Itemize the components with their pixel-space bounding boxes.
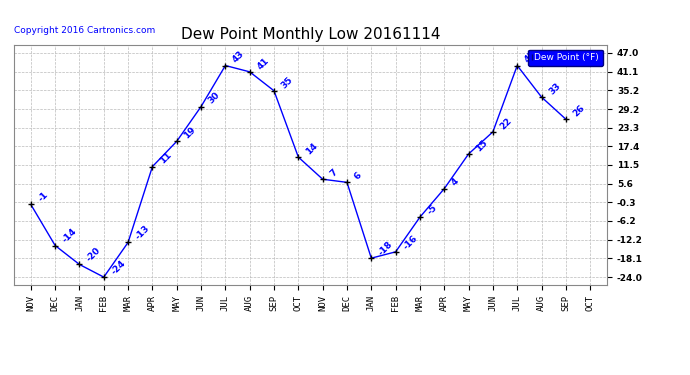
Text: 30: 30 bbox=[206, 91, 221, 106]
Text: 7: 7 bbox=[328, 168, 339, 178]
Text: -1: -1 bbox=[37, 190, 50, 204]
Text: -16: -16 bbox=[401, 233, 419, 251]
Text: 19: 19 bbox=[182, 125, 197, 141]
Text: -14: -14 bbox=[61, 227, 79, 245]
Text: 43: 43 bbox=[231, 50, 246, 65]
Text: 14: 14 bbox=[304, 141, 319, 156]
Text: 4: 4 bbox=[450, 177, 461, 188]
Title: Dew Point Monthly Low 20161114: Dew Point Monthly Low 20161114 bbox=[181, 27, 440, 42]
Text: 35: 35 bbox=[279, 75, 295, 90]
Text: 26: 26 bbox=[571, 103, 586, 118]
Text: 11: 11 bbox=[158, 151, 173, 166]
Text: 22: 22 bbox=[498, 116, 513, 131]
Text: 6: 6 bbox=[353, 171, 364, 182]
Text: 43: 43 bbox=[523, 50, 538, 65]
Text: -5: -5 bbox=[426, 203, 439, 216]
Legend: Dew Point (°F): Dew Point (°F) bbox=[528, 50, 602, 66]
Text: -20: -20 bbox=[85, 246, 103, 264]
Text: 15: 15 bbox=[474, 138, 489, 153]
Text: 33: 33 bbox=[547, 81, 562, 96]
Text: -13: -13 bbox=[134, 224, 152, 242]
Text: -24: -24 bbox=[109, 258, 127, 276]
Text: -18: -18 bbox=[377, 240, 395, 257]
Text: 41: 41 bbox=[255, 56, 270, 71]
Text: Copyright 2016 Cartronics.com: Copyright 2016 Cartronics.com bbox=[14, 26, 155, 35]
